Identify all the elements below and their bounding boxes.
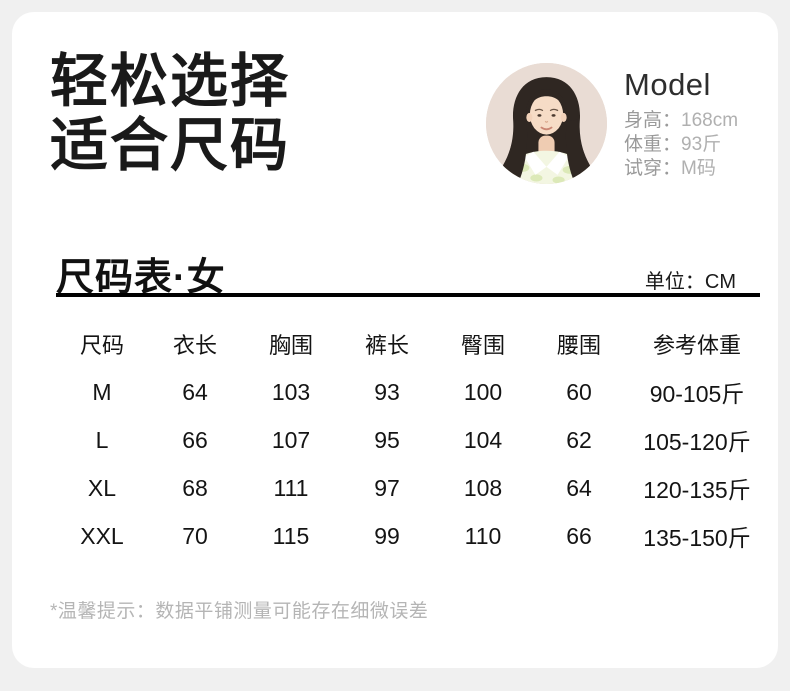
- model-info: Model 身高：168cm 体重：93斤 试穿：M码: [624, 68, 738, 181]
- column-header: 尺码: [79, 333, 124, 358]
- model-weight-label: 体重：: [624, 134, 682, 155]
- table-cell: 107: [271, 426, 311, 453]
- table-row: XL 68 111 97 108 64 120-135斤: [57, 464, 767, 512]
- table-cell: 64: [182, 378, 208, 405]
- model-avatar: [486, 63, 607, 184]
- page-title-line1: 轻松选择: [50, 49, 291, 114]
- content-card: 轻松选择 适合尺码: [12, 12, 778, 668]
- model-name: Model: [624, 67, 711, 102]
- column-header: 臀围: [460, 333, 505, 358]
- model-height-value: 168cm: [681, 110, 739, 131]
- model-weight-value: 93斤: [681, 134, 722, 155]
- table-cell: 60: [566, 378, 592, 405]
- table-cell: 70: [182, 522, 208, 549]
- model-weight-row: 体重：93斤: [624, 133, 738, 157]
- table-cell: 108: [463, 474, 503, 501]
- table-cell: M: [92, 378, 112, 405]
- column-header: 腰围: [556, 333, 601, 358]
- table-cell: 135-150斤: [643, 525, 751, 551]
- table-cell: 68: [182, 474, 208, 501]
- model-height-row: 身高：168cm: [624, 109, 738, 133]
- column-header: 参考体重: [652, 333, 741, 358]
- table-cell: 62: [566, 426, 592, 453]
- model-height-label: 身高：: [624, 110, 682, 131]
- model-details: 身高：168cm 体重：93斤 试穿：M码: [624, 109, 738, 181]
- size-chart-heading: 尺码表·女: [56, 257, 226, 299]
- column-header: 裤长: [364, 333, 409, 358]
- table-cell: 93: [374, 378, 400, 405]
- size-table-head: 尺码 衣长 胸围 裤长 臀围 腰围 参考体重: [57, 320, 767, 368]
- table-cell: 120-135斤: [643, 477, 751, 503]
- table-cell: 90-105斤: [649, 381, 745, 407]
- table-cell: 97: [374, 474, 400, 501]
- size-table-body: M 64 103 93 100 60 90-105斤 L 66 107 95 1…: [57, 368, 767, 560]
- table-cell: 66: [566, 522, 592, 549]
- page-title: 轻松选择 适合尺码: [50, 50, 290, 178]
- table-cell: 95: [374, 426, 400, 453]
- model-size-row: 试穿：M码: [624, 157, 738, 181]
- table-cell: 103: [271, 378, 311, 405]
- table-cell: 66: [182, 426, 208, 453]
- table-cell: 105-120斤: [643, 429, 751, 455]
- table-row: M 64 103 93 100 60 90-105斤: [57, 368, 767, 416]
- header-row: 尺码 衣长 胸围 裤长 臀围 腰围 参考体重: [57, 320, 767, 368]
- table-cell: 110: [464, 522, 502, 549]
- table-row: L 66 107 95 104 62 105-120斤: [57, 416, 767, 464]
- section-divider: [56, 293, 760, 297]
- model-portrait-illustration: [486, 63, 607, 184]
- table-cell: L: [95, 426, 109, 453]
- table-cell: 111: [273, 474, 309, 501]
- table-cell: XXL: [80, 522, 124, 549]
- column-header: 胸围: [268, 333, 313, 358]
- table-cell: 99: [374, 522, 400, 549]
- size-table: 尺码 衣长 胸围 裤长 臀围 腰围 参考体重 M 64 103 93 100 6…: [57, 320, 767, 560]
- table-cell: 64: [566, 474, 592, 501]
- table-cell: 104: [463, 426, 503, 453]
- model-size-label: 试穿：: [624, 158, 682, 179]
- table-cell: 115: [272, 522, 310, 549]
- table-cell: XL: [87, 474, 117, 501]
- measurement-disclaimer: *温馨提示：数据平铺测量可能存在细微误差: [50, 601, 429, 622]
- column-header: 衣长: [172, 333, 217, 358]
- unit-label: 单位：CM: [644, 271, 736, 293]
- table-cell: 100: [463, 378, 503, 405]
- table-row: XXL 70 115 99 110 66 135-150斤: [57, 512, 767, 560]
- page-title-line2: 适合尺码: [50, 113, 291, 178]
- model-size-value: M码: [681, 158, 716, 179]
